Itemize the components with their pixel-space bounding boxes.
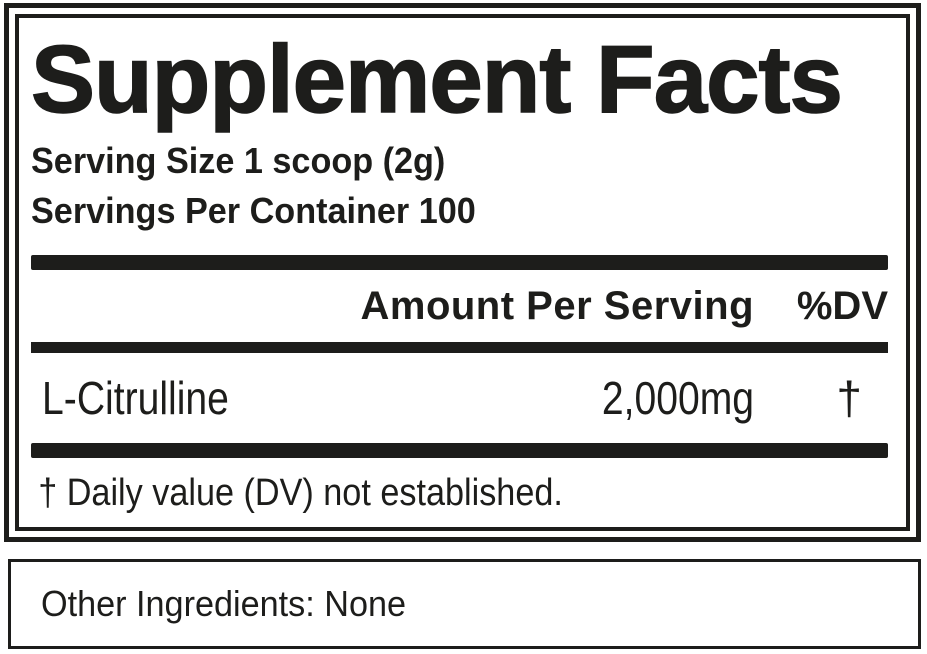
other-ingredients-text: Other Ingredients: None [41,583,407,624]
header-amount-label: Amount Per Serving [360,283,754,328]
header-row: Amount Per Serving %DV [31,270,888,342]
ingredient-row: L-Citrulline 2,000mg † [31,353,888,443]
other-ingredients-box: Other Ingredients: None [8,559,921,649]
ingredient-amount: 2,000mg [601,372,754,425]
separator-bar-medium [31,342,888,354]
separator-bar-thick-top [31,255,888,271]
supplement-facts-inner-border: Supplement Facts Serving Size 1 scoop (2… [15,14,910,531]
serving-size: Serving Size 1 scoop (2g) [31,140,446,181]
ingredient-name: L-Citrulline [42,372,229,425]
supplement-facts-panel: Supplement Facts Serving Size 1 scoop (2… [4,3,921,542]
separator-bar-thick-bottom [31,443,888,459]
header-dv-label: %DV [796,283,888,328]
panel-title: Supplement Facts [30,26,843,133]
servings-per-container: Servings Per Container 100 [31,189,476,231]
ingredient-dv-dagger-symbol: † [836,372,862,425]
daily-value-footnote: † Daily value (DV) not established. [38,472,563,515]
